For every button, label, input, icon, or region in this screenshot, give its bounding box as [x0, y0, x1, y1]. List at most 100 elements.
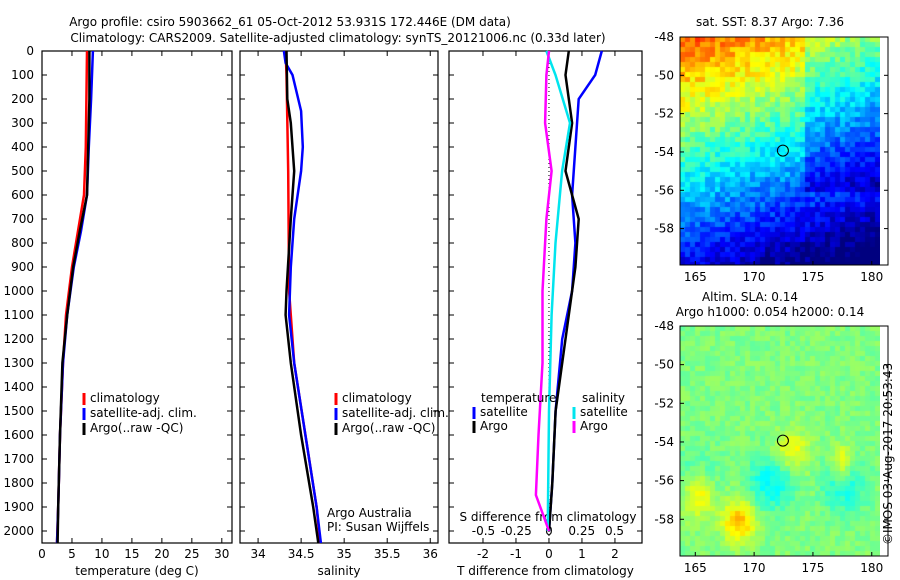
legend-label: Argo(..raw -QC) [342, 421, 435, 435]
sla-map-title: Altim. SLA: 0.14 [702, 290, 798, 304]
annotation-line-1: Argo Australia [327, 506, 412, 520]
difference-series-T-argo [547, 50, 580, 532]
y-tick-label: 1100 [3, 308, 34, 322]
y-tick-label: 600 [11, 188, 34, 202]
lon-tick-label: 175 [801, 270, 824, 284]
lon-tick-label: 170 [743, 270, 766, 284]
title-line-2: Climatology: CARS2009. Satellite-adjuste… [70, 31, 605, 45]
y-tick-label: 400 [11, 140, 34, 154]
x-tick-label: 15 [124, 547, 139, 561]
legend-label: climatology [342, 391, 412, 405]
legend-label: satellite-adj. clim. [342, 406, 449, 420]
title-line-1: Argo profile: csiro 5903662_61 05-Oct-20… [69, 15, 511, 29]
y-tick-label: 100 [11, 68, 34, 82]
legend-label: satellite-adj. clim. [90, 406, 197, 420]
lon-tick-label: 165 [684, 270, 707, 284]
y-tick-label: 1500 [3, 404, 34, 418]
lat-tick-label: -48 [654, 30, 674, 44]
difference-series-S-satellite [545, 50, 572, 532]
legend-label: satellite [580, 405, 628, 419]
salinity-series-argorawqc [284, 50, 320, 544]
lon-tick-label: 180 [860, 270, 883, 284]
sst-map-image [680, 37, 880, 265]
x-tick-label: 34.5 [288, 547, 315, 561]
y-tick-label: 1800 [3, 476, 34, 490]
s-tick-label: 0.5 [605, 524, 624, 538]
lat-tick-label: -58 [654, 222, 674, 236]
y-tick-label: 1700 [3, 452, 34, 466]
salinity-xlabel: salinity [317, 564, 360, 578]
lon-tick-label: 180 [860, 561, 883, 575]
lat-tick-label: -54 [654, 145, 674, 159]
y-tick-label: 900 [11, 260, 34, 274]
temperature-series-argorawqc [56, 51, 91, 544]
x-tick-label: 35.5 [374, 547, 401, 561]
float-position-marker [776, 434, 789, 447]
s-tick-label: -0.25 [501, 524, 532, 538]
y-tick-label: 500 [11, 164, 34, 178]
y-tick-label: 300 [11, 116, 34, 130]
salinity-series-satelliteadjclim [282, 50, 323, 544]
y-tick-label: 1200 [3, 332, 34, 346]
y-tick-label: 1400 [3, 380, 34, 394]
x-tick-label: 34 [250, 547, 265, 561]
lat-tick-label: -54 [654, 435, 674, 449]
annotation-line-2: PI: Susan Wijffels [327, 520, 429, 534]
legend-label: climatology [90, 391, 160, 405]
salinity-axes-frame [239, 50, 439, 544]
y-tick-label: 800 [11, 236, 34, 250]
lat-tick-label: -56 [654, 183, 674, 197]
y-tick-label: 2000 [3, 524, 34, 538]
x-tick-label: -1 [510, 547, 522, 561]
y-tick-label: 700 [11, 212, 34, 226]
s-tick-label: 0.25 [568, 524, 595, 538]
y-tick-label: 1600 [3, 428, 34, 442]
lat-tick-label: -52 [654, 396, 674, 410]
x-tick-label: 30 [214, 547, 229, 561]
temperature-series-climatology [55, 50, 89, 544]
y-tick-label: 200 [11, 92, 34, 106]
x-tick-label: 2 [611, 547, 619, 561]
lat-tick-label: -50 [654, 68, 674, 82]
lat-tick-label: -50 [654, 358, 674, 372]
x-tick-label: 10 [94, 547, 109, 561]
sla-map-image [680, 326, 880, 556]
x-tick-label: 20 [154, 547, 169, 561]
difference-axes-frame [448, 50, 643, 544]
sst-map-frame [679, 36, 889, 266]
x-tick-label: 0 [38, 547, 46, 561]
x-tick-label: 35 [337, 547, 352, 561]
temperature-axes-frame [41, 50, 233, 544]
legend-title-temperature: temperature [481, 391, 556, 405]
x-tick-label: 1 [578, 547, 586, 561]
lon-tick-label: 175 [801, 561, 824, 575]
legend-label: Argo [480, 419, 508, 433]
float-position-marker [776, 144, 789, 157]
lon-tick-label: 165 [684, 561, 707, 575]
s-tick-label: -0.5 [472, 524, 495, 538]
temperature-xlabel: temperature (deg C) [75, 564, 198, 578]
difference-series-T-satellite [547, 50, 604, 532]
difference-series-S-argo [534, 50, 553, 532]
legend-title-salinity: salinity [582, 391, 625, 405]
lat-tick-label: -52 [654, 107, 674, 121]
x-tick-label: -2 [477, 547, 489, 561]
legend-label: satellite [480, 405, 528, 419]
x-tick-label: 36 [423, 547, 438, 561]
sla-map-frame [679, 325, 889, 557]
y-tick-label: 1000 [3, 284, 34, 298]
lat-tick-label: -58 [654, 512, 674, 526]
y-tick-label: 1300 [3, 356, 34, 370]
legend-label: Argo(..raw -QC) [90, 421, 183, 435]
lat-tick-label: -48 [654, 319, 674, 333]
sla-map-subtitle: Argo h1000: 0.054 h2000: 0.14 [676, 305, 865, 319]
lat-tick-label: -56 [654, 474, 674, 488]
y-tick-label: 1900 [3, 500, 34, 514]
legend-label: Argo [580, 419, 608, 433]
y-tick-label: 0 [26, 44, 34, 58]
x-tick-label: 25 [184, 547, 199, 561]
lon-tick-label: 170 [743, 561, 766, 575]
x-tick-label: 0 [545, 547, 553, 561]
x-tick-label: 5 [68, 547, 76, 561]
